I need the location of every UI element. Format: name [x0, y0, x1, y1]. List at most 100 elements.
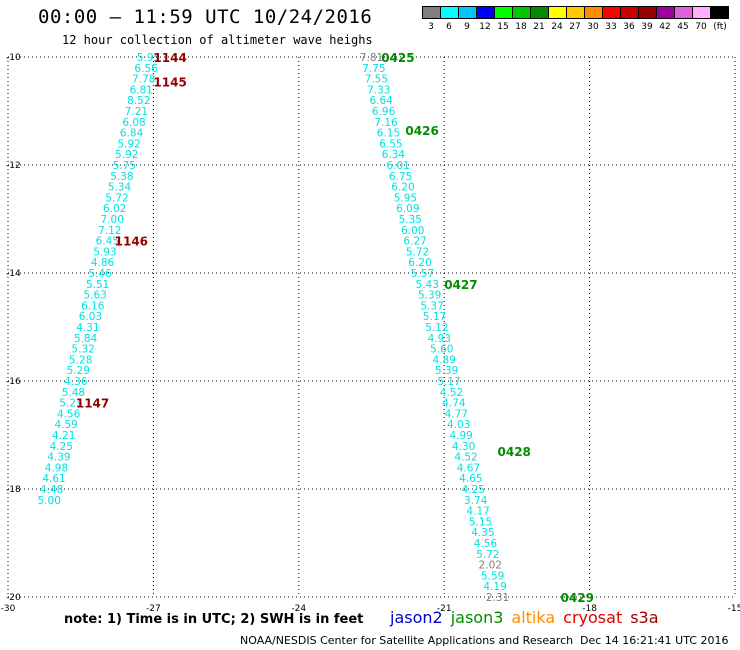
wave-height-label: 7.55	[365, 74, 388, 86]
y-tick-label: -18	[6, 485, 21, 495]
footnote: note: 1) Time is in UTC; 2) SWH is in fe…	[64, 612, 364, 627]
wave-height-label: 5.72	[476, 549, 499, 561]
wave-height-label: 5.00	[38, 495, 61, 507]
wave-height-label: 5.59	[481, 570, 504, 582]
wave-height-label: 7.81	[360, 52, 383, 64]
wave-height-label: 2.31	[486, 592, 509, 604]
wave-height-label: 4.19	[483, 581, 506, 593]
timestamp: Dec 14 16:21:41 UTC 2016	[580, 634, 729, 647]
satellite-legend: jason2 jason3 altika cryosat s3a	[390, 608, 667, 627]
wave-height-label: 4.52	[454, 452, 477, 464]
wave-height-label: 4.77	[445, 408, 468, 420]
legend-labels: 3 6 9 12 15 18 21 24 27 30 33 36 39 42 45 70 (ft)	[422, 19, 728, 33]
legend-label: 21	[533, 22, 545, 32]
wave-height-label: 5.17	[423, 311, 446, 323]
wave-height-label: 4.48	[40, 484, 63, 496]
pass-time-label: 1146	[115, 235, 148, 249]
x-tick-label: -30	[1, 604, 16, 614]
pass-time-label: 0425	[381, 51, 414, 65]
x-tick-label: -27	[146, 604, 161, 614]
x-tick-label: -21	[437, 604, 452, 614]
satellite-cryosat: cryosat	[563, 608, 623, 627]
legend-label: 18	[515, 22, 527, 32]
wave-height-label: 8.52	[127, 95, 150, 107]
wave-height-label: 6.01	[386, 160, 409, 172]
wave-height-label: 6.02	[103, 203, 126, 215]
wave-height-label: 5.95	[394, 192, 417, 204]
wave-height-label: 5.43	[416, 279, 439, 291]
legend-label: 12	[479, 22, 491, 32]
wave-height-label: 5.60	[430, 344, 453, 356]
y-tick-label: -16	[6, 377, 21, 387]
x-tick-label: -15	[728, 604, 740, 614]
wave-height-label: 7.75	[362, 63, 385, 75]
wave-height-label: 4.93	[428, 333, 451, 345]
legend-label: 27	[569, 22, 581, 32]
pass-time-label: 1145	[153, 75, 186, 89]
wave-height-label: 6.64	[369, 95, 393, 107]
credit-line: NOAA/NESDIS Center for Satellite Applica…	[240, 634, 574, 647]
wave-height-label: 4.67	[457, 462, 480, 474]
wave-height-label: 6.00	[401, 225, 424, 237]
x-tick-label: -24	[291, 604, 306, 614]
satellite-jason3: jason3	[450, 608, 504, 627]
legend-label: 42	[659, 22, 671, 32]
legend-swatch	[710, 6, 729, 19]
wave-height-label: 6.03	[79, 311, 102, 323]
satellite-jason2: jason2	[390, 608, 443, 627]
legend-label: 6	[446, 22, 452, 32]
legend-unit: (ft)	[713, 22, 727, 32]
y-tick-label: -14	[6, 269, 21, 279]
wave-height-label: 6.55	[379, 138, 402, 150]
wave-height-label: 7.21	[125, 106, 148, 118]
wave-height-label: 4.52	[440, 387, 463, 399]
wave-height-label: 4.65	[459, 473, 482, 485]
wave-height-label: 5.38	[110, 171, 133, 183]
wave-height-label: 6.45	[96, 236, 119, 248]
wave-height-label: 5.12	[425, 322, 448, 334]
wave-height-label: 4.39	[47, 452, 70, 464]
wave-height-label: 5.95	[137, 52, 160, 64]
wave-height-label: 6.96	[372, 106, 396, 118]
wave-height-label: 4.59	[54, 419, 77, 431]
wave-height-label: 6.16	[81, 300, 105, 312]
wave-height-label: 5.28	[69, 354, 92, 366]
wave-height-label: 4.17	[466, 506, 489, 518]
wave-height-label: 5.93	[93, 246, 116, 258]
wave-height-label: 3.74	[464, 495, 488, 507]
wave-height-label: 5.51	[86, 279, 109, 291]
wave-height-label: 6.81	[130, 84, 153, 96]
pass-time-label: 0429	[561, 591, 594, 605]
wave-height-label: 6.34	[382, 149, 406, 161]
wave-height-label: 5.23	[59, 398, 82, 410]
wave-height-label: 5.34	[108, 182, 132, 194]
wave-height-label: 4.25	[462, 484, 485, 496]
legend-label: 24	[551, 22, 563, 32]
wave-height-label: 5.46	[88, 268, 112, 280]
wave-height-label: 4.31	[76, 322, 99, 334]
legend-label: 3	[428, 22, 434, 32]
wave-height-label: 5.92	[115, 149, 138, 161]
wave-height-label: 7.00	[101, 214, 124, 226]
pass-time-label: 0428	[498, 445, 531, 459]
wave-height-label: 7.16	[374, 117, 398, 129]
legend-label: 39	[641, 22, 653, 32]
y-tick-label: -20	[6, 593, 21, 603]
pass-time-label: 1147	[76, 397, 109, 411]
chart-subtitle: 12 hour collection of altimeter wave hei…	[62, 33, 373, 47]
wave-height-label: 6.15	[377, 128, 400, 140]
wave-height-label: 4.99	[449, 430, 472, 442]
legend-label: 33	[605, 22, 617, 32]
pass-time-label: 0426	[405, 124, 438, 138]
wave-height-label: 4.86	[91, 257, 115, 269]
legend-label: 15	[497, 22, 509, 32]
color-legend: 3 6 9 12 15 18 21 24 27 30 33 36 39 42 45 70 (ft)	[422, 6, 729, 33]
wave-height-label: 2.02	[479, 560, 502, 572]
wave-height-label: 5.72	[105, 192, 128, 204]
wave-height-label: 4.25	[50, 441, 73, 453]
wave-height-label: 5.57	[411, 268, 434, 280]
wave-height-label: 6.08	[122, 117, 145, 129]
pass-time-label: 1144	[153, 51, 186, 65]
wave-height-label: 5.48	[62, 387, 85, 399]
wave-height-label: 4.30	[452, 441, 475, 453]
